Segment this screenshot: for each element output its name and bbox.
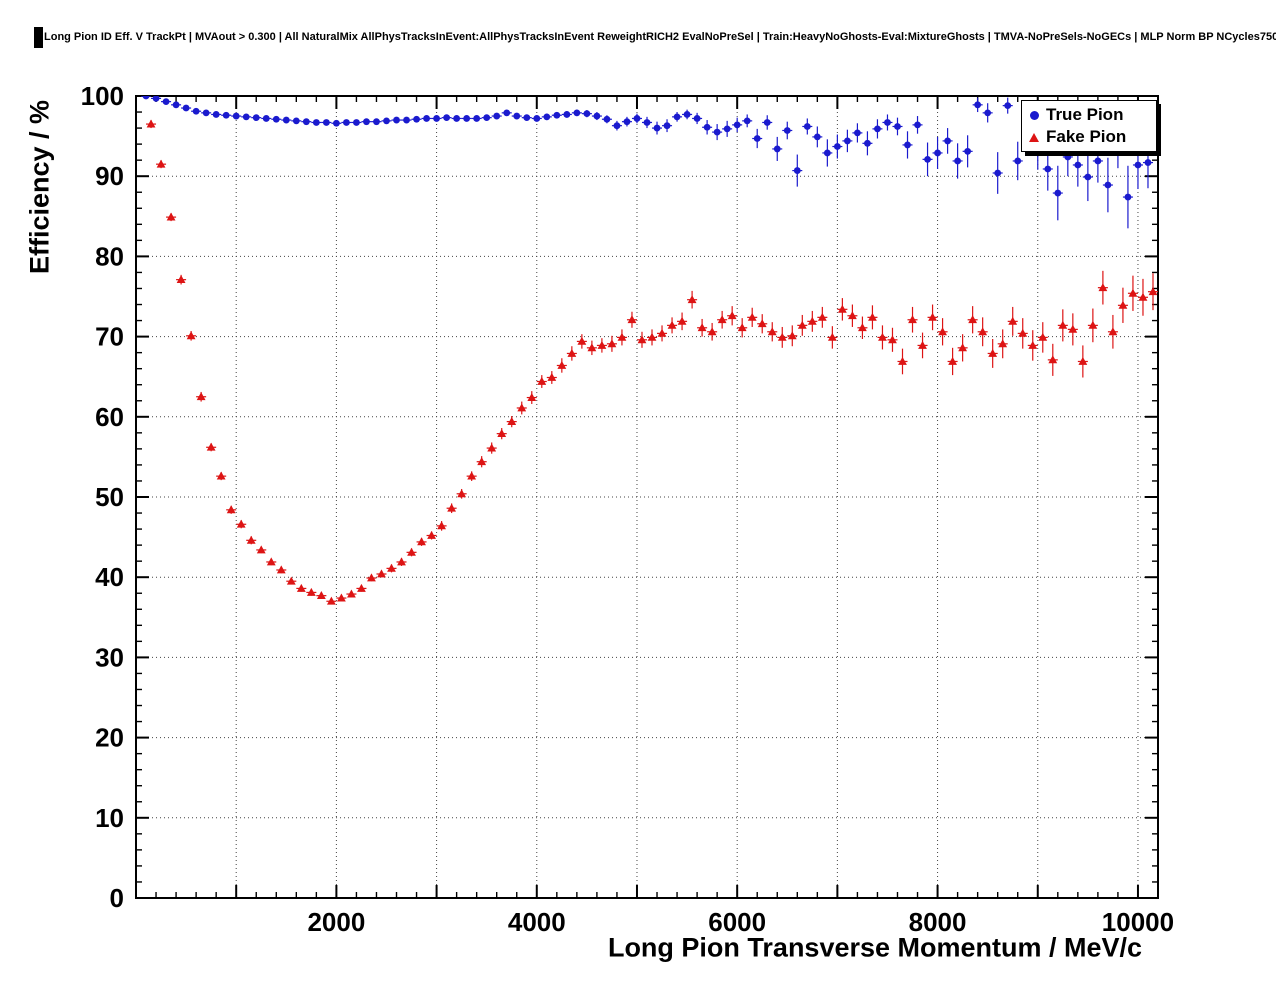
svg-text:10: 10 xyxy=(95,803,124,833)
svg-text:40: 40 xyxy=(95,562,124,592)
svg-text:10000: 10000 xyxy=(1102,907,1174,937)
title-box-shadow xyxy=(34,27,43,48)
svg-text:20: 20 xyxy=(95,723,124,753)
svg-text:2000: 2000 xyxy=(307,907,365,937)
legend-label-fake-pion: Fake Pion xyxy=(1046,127,1127,146)
svg-text:0: 0 xyxy=(110,883,124,913)
svg-text:50: 50 xyxy=(95,482,124,512)
legend-label-true-pion: True Pion xyxy=(1046,105,1124,124)
gridlines xyxy=(136,96,1158,898)
svg-text:30: 30 xyxy=(95,642,124,672)
true-pion-circle-icon xyxy=(1029,110,1039,120)
y-axis-label: Efficiency / % xyxy=(24,99,55,275)
fake-pion-triangle-icon xyxy=(1029,132,1039,142)
legend-marker-cell xyxy=(1022,132,1046,142)
series-true-pion xyxy=(141,96,1153,229)
legend-item-fake-pion: Fake Pion xyxy=(1022,126,1156,148)
legend: True Pion Fake Pion xyxy=(1021,100,1157,152)
series-fake-pion xyxy=(146,119,1158,605)
svg-text:80: 80 xyxy=(95,241,124,271)
svg-text:8000: 8000 xyxy=(909,907,967,937)
svg-text:70: 70 xyxy=(95,322,124,352)
svg-text:100: 100 xyxy=(81,81,124,111)
svg-text:6000: 6000 xyxy=(708,907,766,937)
x-axis-label: Long Pion Transverse Momentum / MeV/c xyxy=(607,932,1143,963)
legend-marker-cell xyxy=(1022,110,1046,120)
tick-labels: 0 10 20 30 40 50 60 70 80 90 100 2000 4000 6000 8000 10… xyxy=(81,81,1175,937)
svg-text:90: 90 xyxy=(95,161,124,191)
svg-text:60: 60 xyxy=(95,402,124,432)
svg-text:4000: 4000 xyxy=(508,907,566,937)
plot-frame xyxy=(135,95,1159,899)
legend-item-true-pion: True Pion xyxy=(1022,104,1156,126)
plot-title: Long Pion ID Eff. V TrackPt | MVAout > 0… xyxy=(44,31,1276,43)
